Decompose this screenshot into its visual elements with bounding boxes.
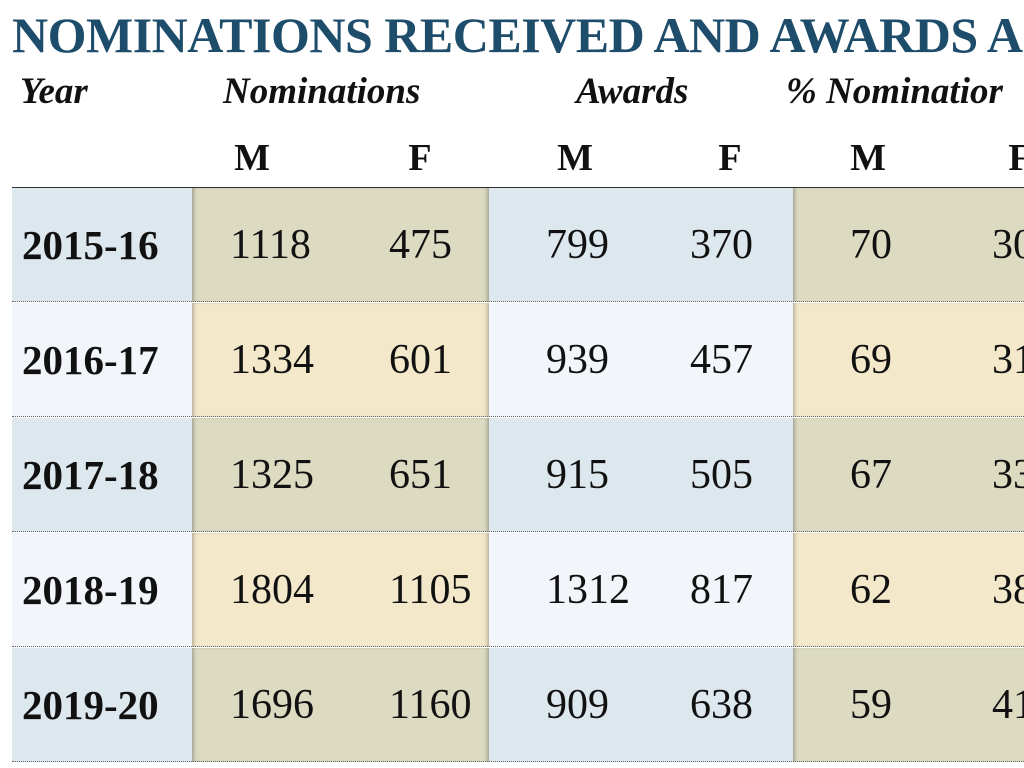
cell-pct-f: 41 — [992, 682, 1024, 728]
cell-year: 2017-18 — [22, 452, 159, 498]
cell-awd-f: 817 — [690, 567, 753, 613]
column-band-pct — [793, 533, 1024, 647]
column-band-pct — [793, 418, 1024, 532]
header-rule — [12, 187, 1024, 188]
cell-nom-f: 1105 — [389, 567, 472, 613]
cell-nom-m: 1696 — [230, 682, 314, 728]
column-band-nom — [192, 533, 489, 647]
row-separator — [12, 761, 1024, 762]
cell-awd-f: 370 — [690, 222, 753, 268]
cell-year: 2015-16 — [22, 222, 159, 268]
cell-pct-f: 33 — [992, 452, 1024, 498]
column-band-awd — [489, 418, 793, 532]
subheader-percent-f: F — [1008, 137, 1024, 179]
column-band-awd — [489, 648, 793, 762]
table-row: 2016-17 1334 601 939 457 69 31 — [12, 303, 1024, 417]
cell-awd-f: 638 — [690, 682, 753, 728]
cell-nom-m: 1118 — [230, 222, 311, 268]
cell-nom-m: 1334 — [230, 337, 314, 383]
cell-awd-f: 457 — [690, 337, 753, 383]
column-band-awd — [489, 188, 793, 302]
row-separator — [12, 531, 1024, 532]
cell-pct-f: 31 — [992, 337, 1024, 383]
header-awards: Awards — [576, 71, 689, 112]
subheader-nominations-m: M — [234, 137, 270, 179]
column-band-year — [12, 188, 192, 302]
cell-pct-m: 62 — [850, 567, 892, 613]
cell-pct-m: 70 — [850, 222, 892, 268]
header-nominations: Nominations — [223, 71, 421, 112]
cell-nom-f: 475 — [389, 222, 452, 268]
column-band-awd — [489, 303, 793, 417]
table-title: NOMINATIONS RECEIVED AND AWARDS A — [12, 7, 1023, 63]
column-band-nom — [192, 188, 489, 302]
cell-pct-m: 69 — [850, 337, 892, 383]
cell-nom-m: 1804 — [230, 567, 314, 613]
header-percent-nominations: % Nominatior — [786, 71, 1003, 112]
table-row: 2019-20 1696 1160 909 638 59 41 — [12, 648, 1024, 762]
column-band-year — [12, 418, 192, 532]
cell-pct-m: 59 — [850, 682, 892, 728]
cell-nom-m: 1325 — [230, 452, 314, 498]
cell-year: 2019-20 — [22, 682, 159, 728]
subheader-percent-m: M — [850, 137, 886, 179]
column-band-pct — [793, 648, 1024, 762]
column-band-pct — [793, 303, 1024, 417]
column-band-year — [12, 533, 192, 647]
cell-pct-f: 38 — [992, 567, 1024, 613]
cell-awd-m: 799 — [546, 222, 609, 268]
row-separator — [12, 301, 1024, 302]
table-row: 2018-19 1804 1105 1312 817 62 38 — [12, 533, 1024, 647]
row-separator — [12, 416, 1024, 417]
column-band-year — [12, 303, 192, 417]
column-band-nom — [192, 418, 489, 532]
column-band-year — [12, 648, 192, 762]
subheader-nominations-f: F — [408, 137, 432, 179]
cell-nom-f: 651 — [389, 452, 452, 498]
cell-nom-f: 601 — [389, 337, 452, 383]
column-band-pct — [793, 188, 1024, 302]
subheader-awards-f: F — [718, 137, 742, 179]
row-separator — [12, 646, 1024, 647]
cell-awd-f: 505 — [690, 452, 753, 498]
column-band-nom — [192, 303, 489, 417]
cell-awd-m: 1312 — [546, 567, 630, 613]
data-table: 2015-16 1118 475 799 370 70 30 2016-17 1334 601 93… — [12, 188, 1024, 762]
cell-pct-f: 30 — [992, 222, 1024, 268]
cell-awd-m: 939 — [546, 337, 609, 383]
subheader-awards-m: M — [557, 137, 593, 179]
cell-nom-f: 1160 — [389, 682, 472, 728]
cell-awd-m: 915 — [546, 452, 609, 498]
table-row: 2017-18 1325 651 915 505 67 33 — [12, 418, 1024, 532]
header-year: Year — [20, 71, 88, 112]
cell-year: 2016-17 — [22, 337, 159, 383]
cell-year: 2018-19 — [22, 567, 159, 613]
column-band-awd — [489, 533, 793, 647]
column-band-nom — [192, 648, 489, 762]
table-row: 2015-16 1118 475 799 370 70 30 — [12, 188, 1024, 302]
cell-pct-m: 67 — [850, 452, 892, 498]
cell-awd-m: 909 — [546, 682, 609, 728]
